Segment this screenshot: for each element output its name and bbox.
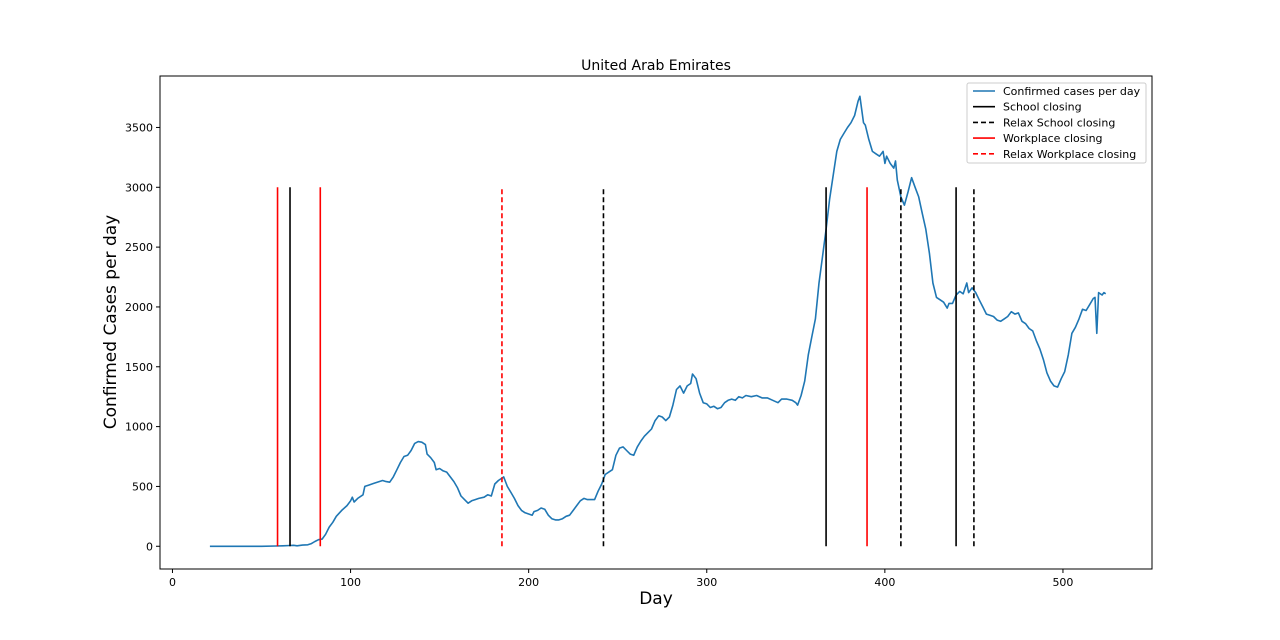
legend: Confirmed cases per day School closing Rel… (966, 82, 1147, 164)
legend-label-0: Confirmed cases per day (1003, 85, 1141, 98)
x-tick-label-2: 200 (518, 576, 539, 589)
legend-label-3: Workplace closing (1003, 132, 1103, 145)
y-axis: 0 500 1000 1500 2000 2500 3000 3500 (125, 121, 160, 553)
x-tick-label-4: 400 (874, 576, 895, 589)
y-axis-label: Confirmed Cases per day (101, 215, 121, 429)
x-axis-label: Day (639, 589, 673, 609)
legend-label-4: Relax Workplace closing (1003, 148, 1136, 161)
legend-label-2: Relax School closing (1003, 116, 1115, 129)
x-tick-label-3: 300 (696, 576, 717, 589)
plot-layer (209, 95, 1107, 548)
x-axis: 0 100 200 300 400 500 (169, 569, 1073, 589)
y-tick-label-2: 1000 (125, 421, 153, 434)
y-tick-label-3: 1500 (125, 361, 153, 374)
y-tick-label-7: 3500 (125, 121, 153, 134)
series-line-0 (209, 95, 1107, 548)
y-tick-label-1: 500 (132, 480, 153, 493)
legend-box (966, 82, 1147, 164)
x-tick-label-1: 100 (340, 576, 361, 589)
y-tick-label-5: 2500 (125, 241, 153, 254)
plot-frame (159, 75, 1153, 570)
y-tick-label-0: 0 (146, 540, 153, 553)
chart-title: United Arab Emirates (581, 58, 731, 74)
y-tick-label-6: 3000 (125, 181, 153, 194)
legend-label-1: School closing (1003, 101, 1082, 114)
x-tick-label-5: 500 (1052, 576, 1073, 589)
y-tick-label-4: 2000 (125, 301, 153, 314)
x-tick-label-0: 0 (169, 576, 176, 589)
